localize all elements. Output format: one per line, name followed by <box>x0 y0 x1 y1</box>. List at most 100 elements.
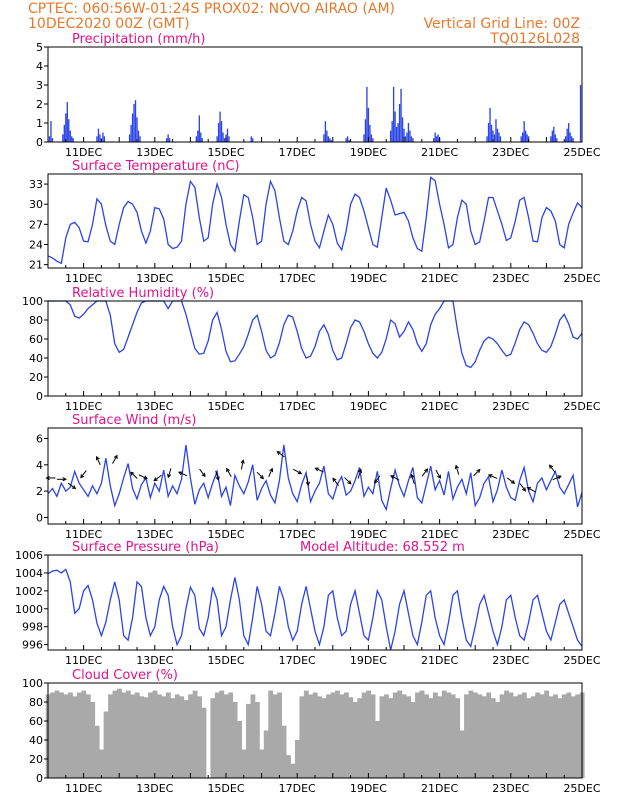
precip-bar <box>136 117 138 142</box>
precip-bar <box>410 136 413 142</box>
pressure-x-tick-label: 23DEC <box>492 654 529 667</box>
precip-bar <box>96 136 98 142</box>
cloud-bar <box>553 694 558 778</box>
cloud-bar <box>174 694 180 778</box>
wind-arrow-head <box>143 475 148 480</box>
precip-y-tick-label: 4 <box>36 60 43 73</box>
precip-bar <box>394 111 396 142</box>
wind-arrow-shaft <box>178 471 188 477</box>
cloud-title: Cloud Cover (%) <box>72 668 178 683</box>
precip-bar <box>395 126 398 142</box>
wind-x-tick-label: 17DEC <box>279 528 316 541</box>
cloud-bar <box>508 692 514 778</box>
humidity-x-tick-label: 17DEC <box>279 400 316 413</box>
wind-title: Surface Wind (m/s) <box>72 413 196 428</box>
cloud-y-tick-label: 80 <box>29 696 43 709</box>
wind-arrow-head <box>410 473 415 479</box>
cloud-bar <box>432 692 438 778</box>
precip-bar <box>565 136 567 142</box>
precip-bar <box>195 136 198 142</box>
precip-bar <box>69 130 71 142</box>
cloud-bar <box>419 690 425 778</box>
wind-arrow-head <box>476 468 481 474</box>
cloud-bar <box>566 692 572 778</box>
cloud-bar <box>561 694 567 778</box>
wind-arrow-shaft <box>357 469 362 479</box>
pressure-frame <box>47 554 583 651</box>
precip-bar <box>370 134 373 142</box>
wind-arrow-head <box>113 454 118 460</box>
pressure-panel: Surface Pressure (hPa) Model Altitude: 68… <box>15 540 601 667</box>
precip-bar <box>406 132 408 142</box>
cloud-bar <box>459 730 465 778</box>
humidity-x-tick-label: 15DEC <box>207 400 244 413</box>
wind-arrow-shaft <box>256 471 264 479</box>
precip-bar <box>369 124 371 142</box>
precip-bar <box>392 86 395 142</box>
wind-arrow-head <box>373 479 378 484</box>
cloud-bar <box>343 692 349 778</box>
cloud-bar <box>575 694 581 778</box>
precip-frame <box>47 46 583 143</box>
cloud-bar <box>352 702 358 778</box>
precip-bar <box>131 113 134 142</box>
cloud-bar <box>312 692 318 778</box>
precip-y-tick-label: 5 <box>36 41 43 54</box>
cloud-bar <box>112 690 118 778</box>
wind-x-tick-label: 13DEC <box>136 528 173 541</box>
humidity-x-tick-label: 25DEC <box>563 400 600 413</box>
precip-bar <box>50 121 52 142</box>
precip-bar <box>327 136 330 142</box>
cloud-bar <box>90 702 96 778</box>
temperature-line <box>47 176 583 265</box>
humidity-y-tick-label: 60 <box>29 333 43 346</box>
temperature-x-tick-label: 17DEC <box>279 272 316 285</box>
humidity-y-tick-label: 100 <box>22 295 43 308</box>
temperature-y-tick-label: 33 <box>29 178 43 191</box>
cloud-bar <box>272 694 278 778</box>
wind-arrow-head <box>549 464 554 469</box>
wind-arrow-head <box>62 477 67 482</box>
cloud-bar <box>539 694 545 778</box>
cloud-bar <box>415 692 420 778</box>
wind-arrow-head <box>305 481 311 487</box>
precip-x-tick-label: 25DEC <box>563 146 600 159</box>
cloud-x-tick-label: 11DEC <box>65 782 102 795</box>
cloud-bar <box>59 692 64 778</box>
precip-bar <box>524 130 527 142</box>
precip-bar <box>364 119 367 142</box>
wind-arrow-shaft <box>527 487 536 493</box>
wind-arrow-shaft <box>96 456 101 466</box>
cloud-bar <box>406 696 412 778</box>
pressure-line <box>47 568 583 651</box>
wind-y-tick-label: 0 <box>36 511 43 524</box>
precip-bar <box>324 121 327 142</box>
header-station-line: CPTEC: 060:56W-01:24S PROX02: NOVO AIRAO… <box>28 1 395 17</box>
cloud-bar <box>192 690 198 778</box>
precip-bar <box>250 136 252 142</box>
wind-arrow-shaft <box>344 477 352 485</box>
wind-frame <box>47 427 583 525</box>
wind-arrow-shaft <box>138 474 148 479</box>
precip-bar <box>435 136 438 142</box>
wind-arrow-head <box>347 480 352 485</box>
humidity-line <box>48 300 583 369</box>
precip-bar <box>137 130 140 142</box>
precip-bar <box>219 111 221 142</box>
precip-bar <box>228 136 230 142</box>
humidity-y-tick-label: 80 <box>29 314 43 327</box>
cloud-bar <box>277 692 283 778</box>
precip-bar <box>400 88 402 142</box>
precip-bar <box>216 136 218 142</box>
pressure-x-tick-label: 25DEC <box>563 654 600 667</box>
cloud-bar <box>165 692 171 778</box>
precip-bar <box>487 123 490 142</box>
wind-arrow-shaft <box>488 474 498 479</box>
humidity-y-tick-label: 40 <box>29 352 43 365</box>
cloud-bar <box>339 694 345 778</box>
cloud-bar <box>232 702 238 778</box>
cloud-bar <box>410 702 416 778</box>
cloud-bar <box>526 698 532 778</box>
wind-arrow-head <box>177 471 183 476</box>
wind-arrow-head <box>276 450 281 455</box>
